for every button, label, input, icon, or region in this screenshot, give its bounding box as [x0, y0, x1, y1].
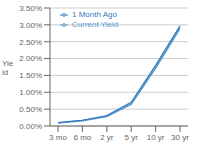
- html-text:1 Month Ago: 1 Month Ago: [72, 10, 117, 19]
- svg-text:2.00%: 2.00%: [19, 54, 42, 63]
- svg-text:6 mo: 6 mo: [74, 133, 92, 142]
- html-text:ld: ld: [2, 67, 9, 76]
- svg-text:3 mo: 3 mo: [49, 133, 67, 142]
- svg-text:1.50%: 1.50%: [19, 71, 42, 80]
- svg-text:3.00%: 3.00%: [19, 21, 42, 30]
- svg-text:2.50%: 2.50%: [19, 38, 42, 47]
- html-text:Current Yield: Current Yield: [72, 20, 119, 29]
- svg-text:Yield: Yield: [8, 58, 14, 76]
- svg-text:5 yr: 5 yr: [125, 133, 139, 142]
- svg-text:1.00%: 1.00%: [19, 88, 42, 97]
- svg-text:30 yr: 30 yr: [171, 133, 189, 142]
- svg-text:0.50%: 0.50%: [19, 105, 42, 114]
- svg-text:3.50%: 3.50%: [19, 4, 42, 13]
- svg-text:0.00%: 0.00%: [19, 122, 42, 131]
- svg-text:10 yr: 10 yr: [147, 133, 165, 142]
- svg-text:2 yr: 2 yr: [100, 133, 114, 142]
